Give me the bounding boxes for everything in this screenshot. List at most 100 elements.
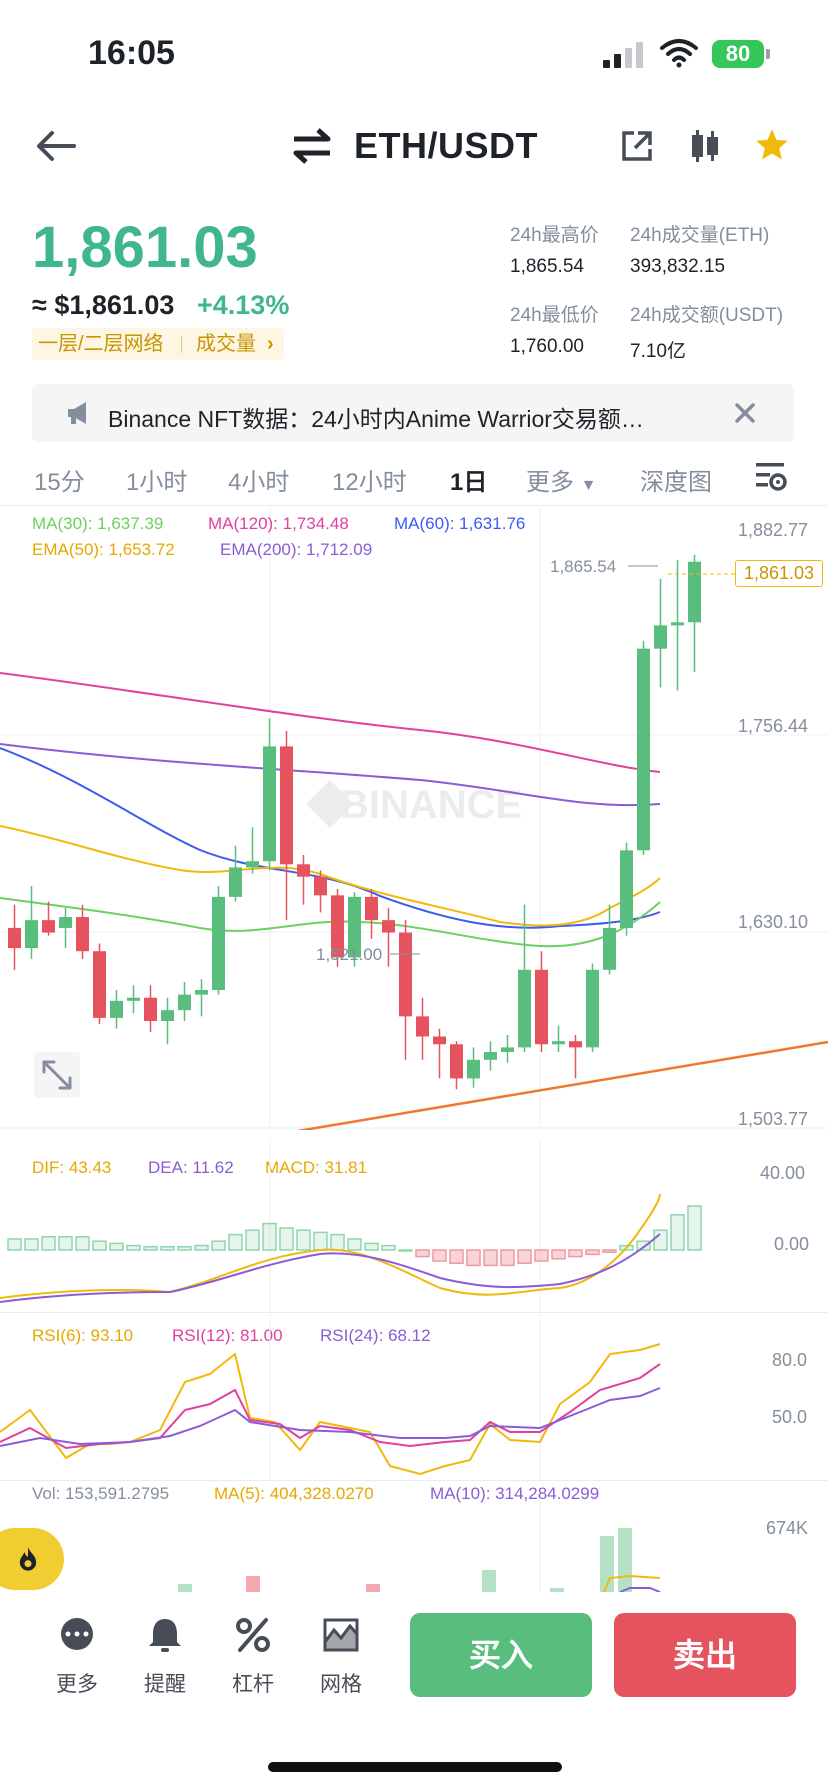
price-axis-top: 1,882.77 xyxy=(738,520,809,540)
chart-mode-icon[interactable] xyxy=(688,128,722,164)
tag-divider xyxy=(181,336,182,353)
macd-bar xyxy=(636,1240,651,1251)
sell-button[interactable]: 卖出 xyxy=(614,1613,796,1697)
macd-bar xyxy=(177,1245,192,1251)
high-mark: 1,865.54 xyxy=(550,557,616,576)
tab-more-label: 更多 xyxy=(526,469,574,496)
macd-bar xyxy=(517,1249,532,1264)
tab-more[interactable]: 更多 ▼ xyxy=(526,462,597,497)
candle-body xyxy=(144,997,157,1022)
candle-body xyxy=(603,927,616,970)
share-icon[interactable] xyxy=(620,129,654,163)
candle-body xyxy=(42,920,55,933)
candle-body xyxy=(76,917,89,952)
candle-body xyxy=(263,746,276,862)
dea-label: DEA: 11.62 xyxy=(148,1158,234,1177)
tab-12h[interactable]: 12小时 xyxy=(332,469,407,496)
chart-settings-icon[interactable] xyxy=(754,460,788,494)
status-time: 16:05 xyxy=(88,34,175,72)
pair-title[interactable]: ETH/USDT xyxy=(354,125,538,166)
vol-usdt-value: 7.10亿 xyxy=(630,341,686,362)
candle-body xyxy=(314,876,327,896)
low-mark: 1,521.00 xyxy=(316,945,382,964)
tab-1d[interactable]: 1日 xyxy=(450,469,488,496)
rsi-axis-50: 50.0 xyxy=(772,1407,808,1427)
macd-bar xyxy=(364,1242,379,1251)
ema200-label: EMA(200): 1,712.09 xyxy=(220,540,373,559)
macd-histogram xyxy=(7,1205,702,1267)
rsi-divider xyxy=(0,1480,828,1481)
macd-bar xyxy=(7,1238,22,1251)
announcement-text: Binance NFT数据：24小时内Anime Warrior交易额… xyxy=(108,406,644,432)
macd-bar xyxy=(228,1233,243,1251)
high-value: 1,865.54 xyxy=(510,256,584,277)
alert-button[interactable]: 提醒 xyxy=(130,1616,200,1696)
close-icon[interactable] xyxy=(734,402,756,424)
macd-divider xyxy=(0,1312,828,1313)
expand-icon xyxy=(42,1060,72,1090)
rsi24-label: RSI(24): 68.12 xyxy=(320,1326,431,1345)
candle-body xyxy=(195,989,208,995)
ma30-label: MA(30): 1,637.39 xyxy=(32,514,164,533)
candle-body xyxy=(365,896,378,921)
dif-label: DIF: 43.43 xyxy=(32,1158,112,1177)
macd-bar xyxy=(313,1231,328,1251)
macd-bar xyxy=(24,1238,39,1251)
candle-body xyxy=(416,1016,429,1037)
candle-body xyxy=(348,896,361,958)
candle-body xyxy=(382,920,395,933)
battery-tip xyxy=(766,49,770,59)
tab-4h[interactable]: 4小时 xyxy=(228,469,290,496)
fire-floating-button[interactable] xyxy=(0,1528,64,1590)
rsi-chart xyxy=(0,1314,661,1480)
macd-bar xyxy=(262,1222,277,1251)
candle-body xyxy=(399,932,412,1017)
leverage-button[interactable]: 杠杆 xyxy=(218,1616,288,1696)
candle-body xyxy=(25,920,38,949)
announcement-banner[interactable]: Binance NFT数据：24小时内Anime Warrior交易额… xyxy=(32,384,794,442)
buy-button[interactable]: 买入 xyxy=(410,1613,592,1697)
macd-bar xyxy=(160,1245,175,1251)
price-change-percent: +4.13% xyxy=(197,290,290,320)
macd-bar xyxy=(41,1236,56,1251)
tab-15m[interactable]: 15分 xyxy=(34,469,85,496)
fiat-price: ≈ $1,861.03 xyxy=(32,290,175,320)
binance-watermark: BINANCE xyxy=(306,780,522,828)
vol-label: Vol: 153,591.2795 xyxy=(32,1484,170,1503)
candle-body xyxy=(280,746,293,865)
back-arrow-icon[interactable] xyxy=(34,128,78,164)
more-dots-icon xyxy=(61,1618,93,1650)
rsi-axis-80: 80.0 xyxy=(772,1350,808,1370)
macd-bar xyxy=(585,1249,600,1256)
last-price: 1,861.03 xyxy=(32,215,258,280)
candle-body xyxy=(178,994,191,1011)
macd-bar xyxy=(58,1236,73,1251)
rsi6-line xyxy=(0,1343,661,1476)
candle-body xyxy=(586,969,599,1048)
grid-button[interactable]: 网格 xyxy=(306,1616,376,1696)
macd-bar xyxy=(534,1249,549,1262)
candle-body xyxy=(59,917,72,928)
macd-bar xyxy=(109,1242,124,1251)
ema50-line xyxy=(0,825,661,927)
candle-body xyxy=(671,622,684,626)
swap-arrows-icon[interactable] xyxy=(290,126,334,166)
tab-1h[interactable]: 1小时 xyxy=(126,469,188,496)
candle-body xyxy=(246,861,259,868)
vol-usdt-label: 24h成交额(USDT) xyxy=(630,305,784,326)
more-button[interactable]: 更多 xyxy=(42,1616,112,1696)
tab-depth[interactable]: 深度图 xyxy=(640,469,712,496)
favorite-star-icon[interactable] xyxy=(754,127,790,163)
ma60-label: MA(60): 1,631.76 xyxy=(394,514,526,533)
macd-axis-zero: 0.00 xyxy=(774,1234,810,1254)
candlestick-chart[interactable]: BINANCE 1,865.54 1,521.00 xyxy=(0,508,828,1130)
network-volume-tag[interactable]: 一层/二层网络 成交量 › xyxy=(32,328,284,360)
fullscreen-button[interactable] xyxy=(34,1052,80,1098)
macd-label: MACD: 31.81 xyxy=(265,1158,368,1177)
low-label: 24h最低价 xyxy=(510,305,599,326)
macd-bar xyxy=(279,1227,294,1251)
network-label: 一层/二层网络 xyxy=(38,333,164,355)
macd-bar xyxy=(449,1249,464,1264)
macd-chart xyxy=(0,1140,702,1312)
rsi12-label: RSI(12): 81.00 xyxy=(172,1326,283,1345)
